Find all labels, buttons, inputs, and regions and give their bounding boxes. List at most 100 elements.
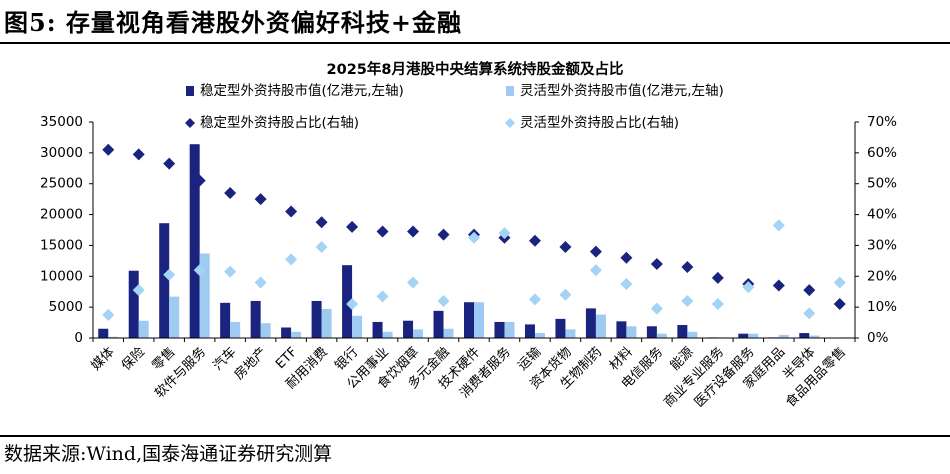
bar-flexible-11 [443,328,454,338]
marker-stable-19 [681,261,694,274]
bar-flexible-5 [260,323,271,338]
bar-stable-5 [250,300,261,338]
marker-flexible-17 [620,278,633,290]
marker-flexible-21 [742,281,755,294]
bar-flexible-12 [474,302,484,338]
marker-stable-3 [193,174,206,187]
marker-stable-14 [528,234,541,247]
y-left-tick-label-4: 20000 [40,207,83,223]
marker-flexible-3 [193,264,206,277]
bar-stable-7 [311,300,322,338]
marker-flexible-10 [407,276,420,289]
y-left-tick-label-7: 35000 [40,114,83,130]
y-right-tick-label-0: 0% [867,330,889,346]
axes: 0 5000 10000 15000 20000 25000 30000 35000 0% 10%… [40,114,897,346]
bar-flexible-6 [291,331,302,338]
marker-flexible-23 [803,307,816,320]
figure-label: 图5: [4,8,57,37]
y-left-tick-label-2: 10000 [40,268,83,284]
bar-stable-19 [677,325,688,338]
marker-stable-10 [407,225,420,238]
marker-flexible-11 [437,294,450,307]
marker-stable-15 [559,240,572,253]
bar-flexible-19 [687,331,698,338]
marker-flexible-4 [224,265,237,278]
x-tick-label-5: 房地产 [231,344,270,383]
bar-flexible-0 [108,336,119,338]
marker-flexible-15 [559,288,572,301]
marker-flexible-14 [528,293,541,306]
x-tick-label-0: 媒体 [89,345,118,374]
bar-flexible-1 [138,320,149,338]
bar-stable-2 [159,223,170,338]
bar-flexible-3 [199,253,210,338]
y-right-tick-label-1: 10% [867,299,897,315]
bar-stable-21 [738,333,749,338]
bar-stable-0 [98,328,109,338]
y-right-tick-label-4: 40% [867,207,897,223]
y-left-tick-label-1: 5000 [49,299,83,315]
y-left-tick-label-6: 30000 [40,145,83,161]
marker-stable-1 [132,148,145,161]
bar-flexible-7 [321,308,332,338]
bar-stable-12 [464,302,474,338]
marker-flexible-22 [772,219,785,232]
marker-stable-11 [437,228,450,241]
bar-flexible-16 [595,314,606,338]
bar-flexible-10 [413,329,424,338]
bar-stable-9 [372,321,383,338]
bar-stable-11 [433,310,444,338]
legend-swatch-1 [506,86,514,96]
bottom-rule [0,435,950,437]
bar-flexible-13 [504,321,515,338]
bar-flexible-9 [382,331,393,338]
source-note: 数据来源:Wind,国泰海通证券研究测算 [4,443,333,465]
marker-stable-22 [772,279,785,292]
figure-title: 图5: 存量视角看港股外资偏好科技+金融 [4,6,946,40]
top-rule [0,42,950,44]
legend-label-1: 灵活型外资持股市值(亿港元,左轴) [520,82,724,99]
marker-flexible-20 [711,298,724,311]
marker-flexible-5 [254,276,267,289]
y-right-tick-label-7: 70% [867,114,897,130]
marker-stable-7 [315,216,328,229]
marker-flexible-7 [315,240,328,253]
marker-stable-5 [254,193,267,206]
bar-flexible-2 [169,296,180,338]
bar-flexible-15 [565,329,576,338]
bar-flexible-18 [656,333,667,338]
marker-stable-20 [711,271,724,284]
y-left-tick-label-5: 25000 [40,176,83,192]
figure-title-text: 存量视角看港股外资偏好科技+金融 [65,8,463,37]
bar-stable-17 [616,321,627,338]
bar-stable-16 [585,308,596,338]
bar-stable-15 [555,318,566,338]
marker-flexible-19 [681,294,694,307]
bar-flexible-4 [230,321,241,338]
legend-swatch-0 [186,86,194,96]
bar-flexible-14 [534,333,545,338]
bar-flexible-8 [352,315,363,338]
marker-flexible-2 [163,268,176,281]
chart-title: 2025年8月港股中央结算系统持股金额及占比 [327,60,624,78]
legend-swatch-3 [505,118,515,128]
y-right-tick-label-6: 60% [867,145,897,161]
y-left-tick-label-3: 15000 [40,237,83,253]
markers [102,143,846,321]
legend-label-0: 稳定型外资持股市值(亿港元,左轴) [200,82,404,99]
bar-stable-23 [799,333,810,338]
bar-stable-3 [189,144,200,338]
marker-stable-2 [163,157,176,170]
legend: 稳定型外资持股市值(亿港元,左轴) 灵活型外资持股市值(亿港元,左轴) 稳定型外资持… [185,82,724,131]
chart: 2025年8月港股中央结算系统持股金额及占比 稳定型外资持股市值(亿港元,左轴)… [40,60,897,410]
marker-flexible-12 [468,231,480,244]
x-tick-label-1: 保险 [119,345,148,374]
bar-stable-6 [281,327,292,338]
marker-flexible-1 [132,284,145,297]
marker-flexible-18 [650,302,663,315]
marker-stable-18 [650,257,663,270]
bar-flexible-21 [748,333,759,338]
marker-stable-6 [285,205,298,218]
marker-stable-9 [376,225,389,238]
